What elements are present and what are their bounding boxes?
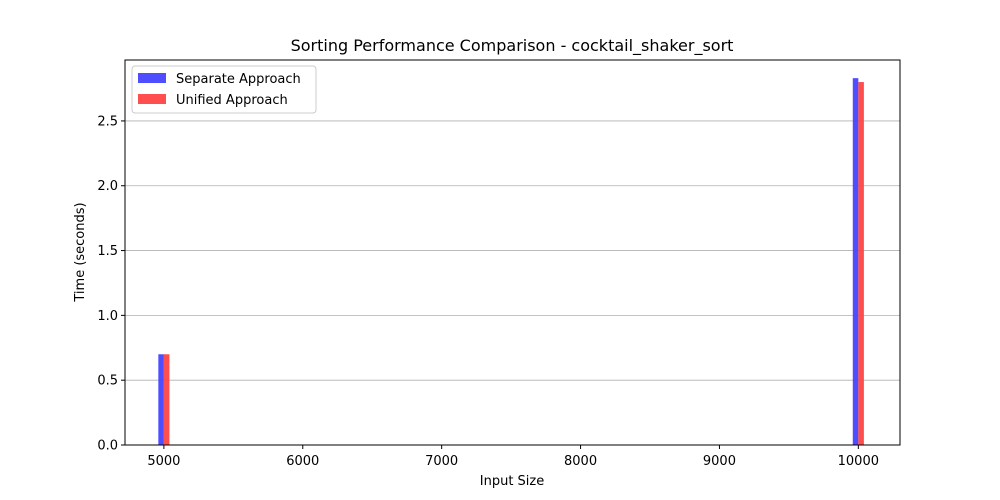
legend: Separate Approach Unified Approach	[131, 65, 317, 114]
y-tick-label: 2.0	[97, 179, 118, 194]
y-tick-label: 1.0	[97, 309, 118, 324]
bars	[158, 78, 864, 446]
legend-label-separate-approach: Separate Approach	[176, 72, 301, 87]
y-tick-label: 0.5	[97, 374, 118, 389]
x-tick-label: 7000	[425, 454, 458, 469]
x-axis-ticks: 5000 6000 7000 8000 9000 10000	[147, 445, 879, 469]
y-axis-ticks: 0.0 0.5 1.0 1.5 2.0 2.5	[97, 114, 125, 454]
chart-title: Sorting Performance Comparison - cocktai…	[291, 36, 734, 56]
legend-swatch-separate-approach	[138, 73, 166, 83]
bar-separate-approach-10000	[852, 78, 859, 446]
bar-separate-approach-5000	[158, 354, 164, 445]
bar-unified-approach-10000	[858, 82, 864, 445]
bar-unified-approach-5000	[163, 354, 170, 445]
x-axis-label: Input Size	[480, 474, 544, 489]
plot-frame	[124, 59, 901, 446]
legend-swatch-unified-approach	[138, 94, 166, 104]
gridlines	[125, 120, 900, 446]
x-tick-label: 8000	[564, 454, 597, 469]
y-tick-label: 2.5	[97, 114, 118, 129]
legend-label-unified-approach: Unified Approach	[176, 93, 288, 108]
x-tick-label: 9000	[703, 454, 736, 469]
legend-box	[131, 65, 317, 114]
y-tick-label: 1.5	[97, 244, 118, 259]
x-tick-label: 5000	[147, 454, 180, 469]
x-tick-label: 10000	[838, 454, 879, 469]
y-tick-label: 0.0	[97, 439, 118, 454]
y-axis-label: Time (seconds)	[73, 202, 88, 302]
x-tick-label: 6000	[286, 454, 319, 469]
